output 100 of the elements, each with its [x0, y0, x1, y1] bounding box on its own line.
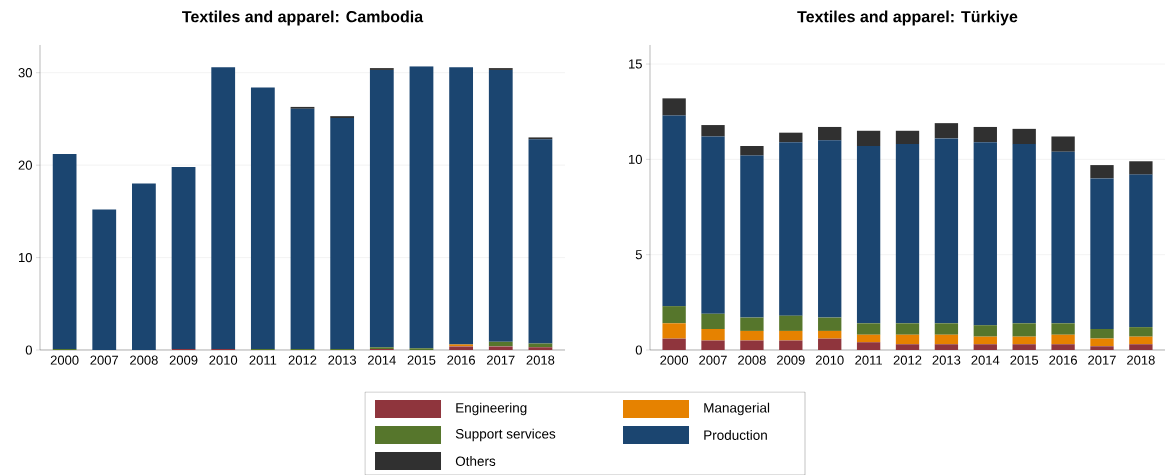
bar: [1051, 334, 1075, 345]
bar: [409, 66, 434, 349]
y-tick-label: 30: [18, 68, 32, 78]
x-tick-label: 2018: [526, 355, 555, 365]
bar: [52, 153, 77, 349]
bar: [1051, 323, 1075, 335]
x-tick-label: 2009: [169, 355, 198, 365]
x-tick-label: 2000: [660, 355, 689, 365]
bar: [171, 166, 196, 349]
legend-label: Engineering: [456, 402, 527, 416]
bar: [701, 124, 725, 137]
bar: [662, 306, 686, 324]
x-tick-label: 2015: [1010, 355, 1039, 365]
bar: [528, 139, 553, 344]
bar: [92, 209, 117, 350]
legend-label: Managerial: [704, 402, 770, 416]
bar: [779, 142, 803, 316]
bar: [1012, 128, 1036, 145]
x-tick-label: 2010: [815, 355, 844, 365]
bar: [662, 115, 686, 307]
bar: [973, 126, 997, 143]
x-tick-label: 2009: [777, 355, 805, 365]
bar: [973, 336, 997, 345]
bar: [1090, 338, 1114, 347]
x-tick-label: 2011: [249, 355, 277, 365]
bar: [779, 340, 803, 350]
bar: [895, 344, 920, 350]
x-tick-label: 2014: [368, 355, 396, 365]
bar: [1129, 161, 1153, 175]
y-tick-label: 0: [25, 345, 32, 355]
bar: [1012, 344, 1036, 350]
bar: [1129, 327, 1153, 337]
bar: [740, 317, 764, 331]
bar: [856, 145, 881, 324]
bar: [934, 123, 959, 139]
bar: [211, 67, 236, 349]
bar: [779, 315, 803, 331]
bar: [1129, 336, 1153, 345]
bar: [779, 132, 803, 143]
bar: [740, 340, 764, 350]
bar: [1012, 336, 1036, 345]
x-tick-label: 2012: [893, 355, 922, 365]
bar: [701, 136, 725, 314]
bar: [1012, 323, 1036, 337]
chart-title: Textiles and apparel: Cambodia: [182, 10, 424, 26]
bar: [740, 330, 764, 341]
x-tick-label: 2018: [1127, 355, 1155, 365]
bar: [818, 126, 842, 141]
bar: [973, 325, 997, 337]
bar: [818, 330, 842, 339]
bar: [895, 334, 920, 345]
x-tick-label: 2016: [447, 355, 476, 365]
x-tick-label: 2015: [407, 355, 436, 365]
bar: [856, 342, 881, 350]
y-tick-label: 5: [635, 250, 642, 260]
bar: [290, 108, 315, 349]
bar: [449, 67, 474, 345]
bar: [934, 334, 959, 345]
bar: [1090, 346, 1114, 350]
bar: [1129, 174, 1153, 328]
y-tick-label: 10: [19, 252, 32, 263]
bar: [934, 344, 959, 350]
bar: [132, 183, 156, 350]
bar: [662, 98, 686, 116]
x-tick-label: 2008: [130, 355, 158, 365]
bar: [856, 130, 881, 146]
bar: [1051, 136, 1075, 152]
bar: [1051, 344, 1075, 350]
bar: [1090, 178, 1114, 329]
x-tick-label: 2017: [1088, 355, 1116, 365]
x-tick-label: 2010: [209, 355, 238, 365]
x-tick-label: 2007: [90, 355, 119, 365]
bar: [250, 87, 275, 349]
bar: [528, 347, 553, 350]
y-tick-label: 10: [629, 154, 642, 164]
bar: [740, 155, 764, 318]
bar: [662, 323, 686, 339]
bar: [1051, 151, 1075, 324]
bar: [701, 313, 725, 329]
x-tick-label: 2014: [971, 355, 1000, 365]
x-tick-label: 2016: [1049, 355, 1077, 365]
bar: [701, 340, 725, 350]
bar: [818, 140, 842, 318]
y-tick-label: 20: [18, 160, 32, 170]
x-tick-label: 2017: [486, 355, 515, 365]
x-tick-label: 2011: [855, 355, 882, 365]
bar: [488, 69, 513, 342]
bar: [1090, 328, 1114, 339]
bar: [662, 338, 686, 350]
x-tick-label: 2008: [738, 355, 766, 365]
x-tick-label: 2013: [932, 355, 961, 365]
bar: [818, 338, 842, 350]
bar: [779, 330, 803, 341]
legend-label: Support services: [455, 428, 556, 442]
bar: [973, 142, 997, 326]
bar: [701, 328, 725, 341]
legend-label: Others: [455, 455, 496, 466]
bar: [740, 145, 764, 156]
x-tick-label: 2000: [50, 355, 79, 365]
bar: [1012, 144, 1036, 324]
